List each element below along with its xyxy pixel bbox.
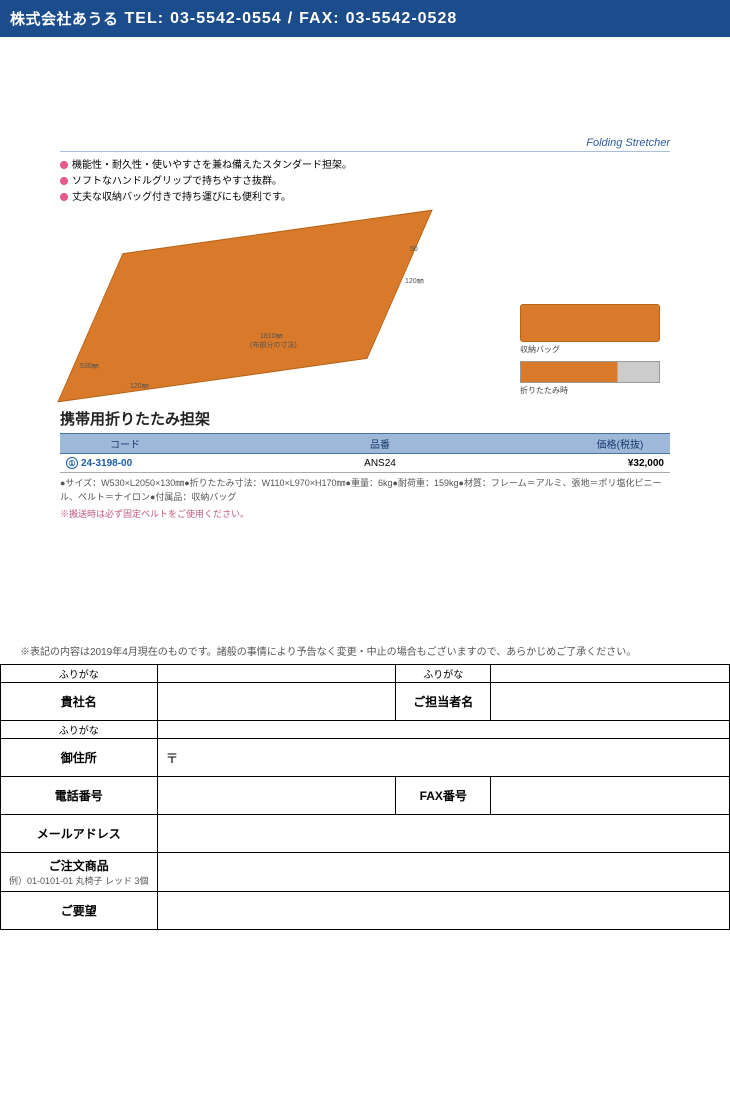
code-cell: ①24-3198-00 <box>60 454 190 473</box>
bullet-dot-icon <box>60 193 68 201</box>
order-row: ご注文商品 例）01-0101-01 丸椅子 レッド 3個 <box>1 853 730 892</box>
item-cell: ANS24 <box>190 454 570 473</box>
contact-name-input[interactable] <box>491 683 730 721</box>
address-furigana-row: ふりがな <box>1 721 730 739</box>
address-furigana-label: ふりがな <box>1 721 158 739</box>
tel-fax-separator: / <box>288 10 293 28</box>
order-input[interactable] <box>157 853 729 892</box>
marker-icon: ① <box>66 457 78 469</box>
furigana-row: ふりがな ふりがな <box>1 665 730 683</box>
fax-no-input[interactable] <box>491 777 730 815</box>
bullet-item: 機能性・耐久性・使いやすさを兼ね備えたスタンダード担架。 <box>60 158 670 174</box>
fax-number: 03-5542-0528 <box>346 10 458 28</box>
side-illustrations: 収納バッグ 折りたたみ時 <box>520 304 670 396</box>
price-cell: ¥32,000 <box>570 454 670 473</box>
col-code: コード <box>60 434 190 454</box>
dim-handle-right: 120㎜ <box>405 276 424 286</box>
stretcher-shape <box>57 210 432 403</box>
bullet-item: 丈夫な収納バッグ付きで持ち運びにも便利です。 <box>60 190 670 206</box>
folded-illustration: 折りたたみ時 <box>520 361 670 396</box>
dim-length-note: (布部分の寸法) <box>250 340 297 350</box>
bullet-text: ソフトなハンドルグリップで持ちやすさ抜群。 <box>72 174 282 190</box>
folded-shape <box>520 361 660 383</box>
bullet-dot-icon <box>60 161 68 169</box>
bullet-item: ソフトなハンドルグリップで持ちやすさ抜群。 <box>60 174 670 190</box>
spec-table: コード 品番 価格(税抜) ①24-3198-00 ANS24 ¥32,000 <box>60 433 670 473</box>
furigana-label-right: ふりがな <box>396 665 491 683</box>
spec-note: ※搬送時は必ず固定ベルトをご使用ください。 <box>60 507 670 520</box>
product-images: 1810㎜ (布部分の寸法) 530㎜ 120㎜ 120㎜ 50 収納バッグ 折… <box>60 226 670 396</box>
disclaimer-text: ※表記の内容は2019年4月現在のものです。諸般の事情により予告なく変更・中止の… <box>0 637 730 664</box>
phone-input[interactable] <box>157 777 396 815</box>
company-name: 株式会社あうる <box>10 8 119 29</box>
bag-caption: 収納バッグ <box>520 344 670 355</box>
bullet-text: 丈夫な収納バッグ付きで持ち運びにも便利です。 <box>72 190 291 206</box>
col-price: 価格(税抜) <box>570 434 670 454</box>
company-name-label: 貴社名 <box>1 683 158 721</box>
main-stretcher-illustration: 1810㎜ (布部分の寸法) 530㎜ 120㎜ 120㎜ 50 <box>60 226 512 396</box>
company-header: 株式会社あうる TEL: 03-5542-0554 / FAX: 03-5542… <box>0 0 730 37</box>
product-section: Folding Stretcher 機能性・耐久性・使いやすさを兼ね備えたスタン… <box>0 37 730 637</box>
dim-width: 530㎜ <box>80 361 99 371</box>
spec-data-row: ①24-3198-00 ANS24 ¥32,000 <box>60 454 670 473</box>
postal-mark: 〒 <box>166 751 179 766</box>
spec-description: ●サイズ：W530×L2050×130㎜●折りたたみ寸法：W110×L970×H… <box>60 477 670 504</box>
code-value: 24-3198-00 <box>81 458 132 469</box>
request-input[interactable] <box>157 892 729 930</box>
product-title: 携帯用折りたたみ担架 <box>60 408 670 429</box>
phone-row: 電話番号 FAX番号 <box>1 777 730 815</box>
furigana-contact-input[interactable] <box>491 665 730 683</box>
feature-bullets: 機能性・耐久性・使いやすさを兼ね備えたスタンダード担架。 ソフトなハンドルグリッ… <box>60 158 670 206</box>
email-label: メールアドレス <box>1 815 158 853</box>
furigana-company-input[interactable] <box>157 665 396 683</box>
bag-illustration: 収納バッグ <box>520 304 670 355</box>
email-input[interactable] <box>157 815 729 853</box>
address-input[interactable]: 〒 <box>157 739 729 777</box>
company-name-input[interactable] <box>157 683 396 721</box>
dim-side: 50 <box>410 246 418 253</box>
spec-header-row: コード 品番 価格(税抜) <box>60 434 670 454</box>
request-row: ご要望 <box>1 892 730 930</box>
address-furigana-input[interactable] <box>157 721 729 739</box>
furigana-label-left: ふりがな <box>1 665 158 683</box>
order-example: 例）01-0101-01 丸椅子 レッド 3個 <box>9 874 149 887</box>
order-label: ご注文商品 例）01-0101-01 丸椅子 レッド 3個 <box>1 853 158 892</box>
bullet-dot-icon <box>60 177 68 185</box>
order-form: ふりがな ふりがな 貴社名 ご担当者名 ふりがな 御住所 〒 電話番号 FAX番… <box>0 664 730 930</box>
address-row: 御住所 〒 <box>1 739 730 777</box>
address-label: 御住所 <box>1 739 158 777</box>
col-item: 品番 <box>190 434 570 454</box>
bag-shape <box>520 304 660 342</box>
email-row: メールアドレス <box>1 815 730 853</box>
fax-no-label: FAX番号 <box>396 777 491 815</box>
folded-caption: 折りたたみ時 <box>520 385 670 396</box>
phone-label: 電話番号 <box>1 777 158 815</box>
fax-label: FAX: <box>299 10 339 28</box>
contact-name-label: ご担当者名 <box>396 683 491 721</box>
tel-number: 03-5542-0554 <box>170 10 282 28</box>
category-label: Folding Stretcher <box>60 137 670 152</box>
request-label: ご要望 <box>1 892 158 930</box>
dim-handle-left: 120㎜ <box>130 381 149 391</box>
tel-label: TEL: <box>125 10 165 28</box>
name-row: 貴社名 ご担当者名 <box>1 683 730 721</box>
bullet-text: 機能性・耐久性・使いやすさを兼ね備えたスタンダード担架。 <box>72 158 352 174</box>
order-label-text: ご注文商品 <box>49 859 109 873</box>
